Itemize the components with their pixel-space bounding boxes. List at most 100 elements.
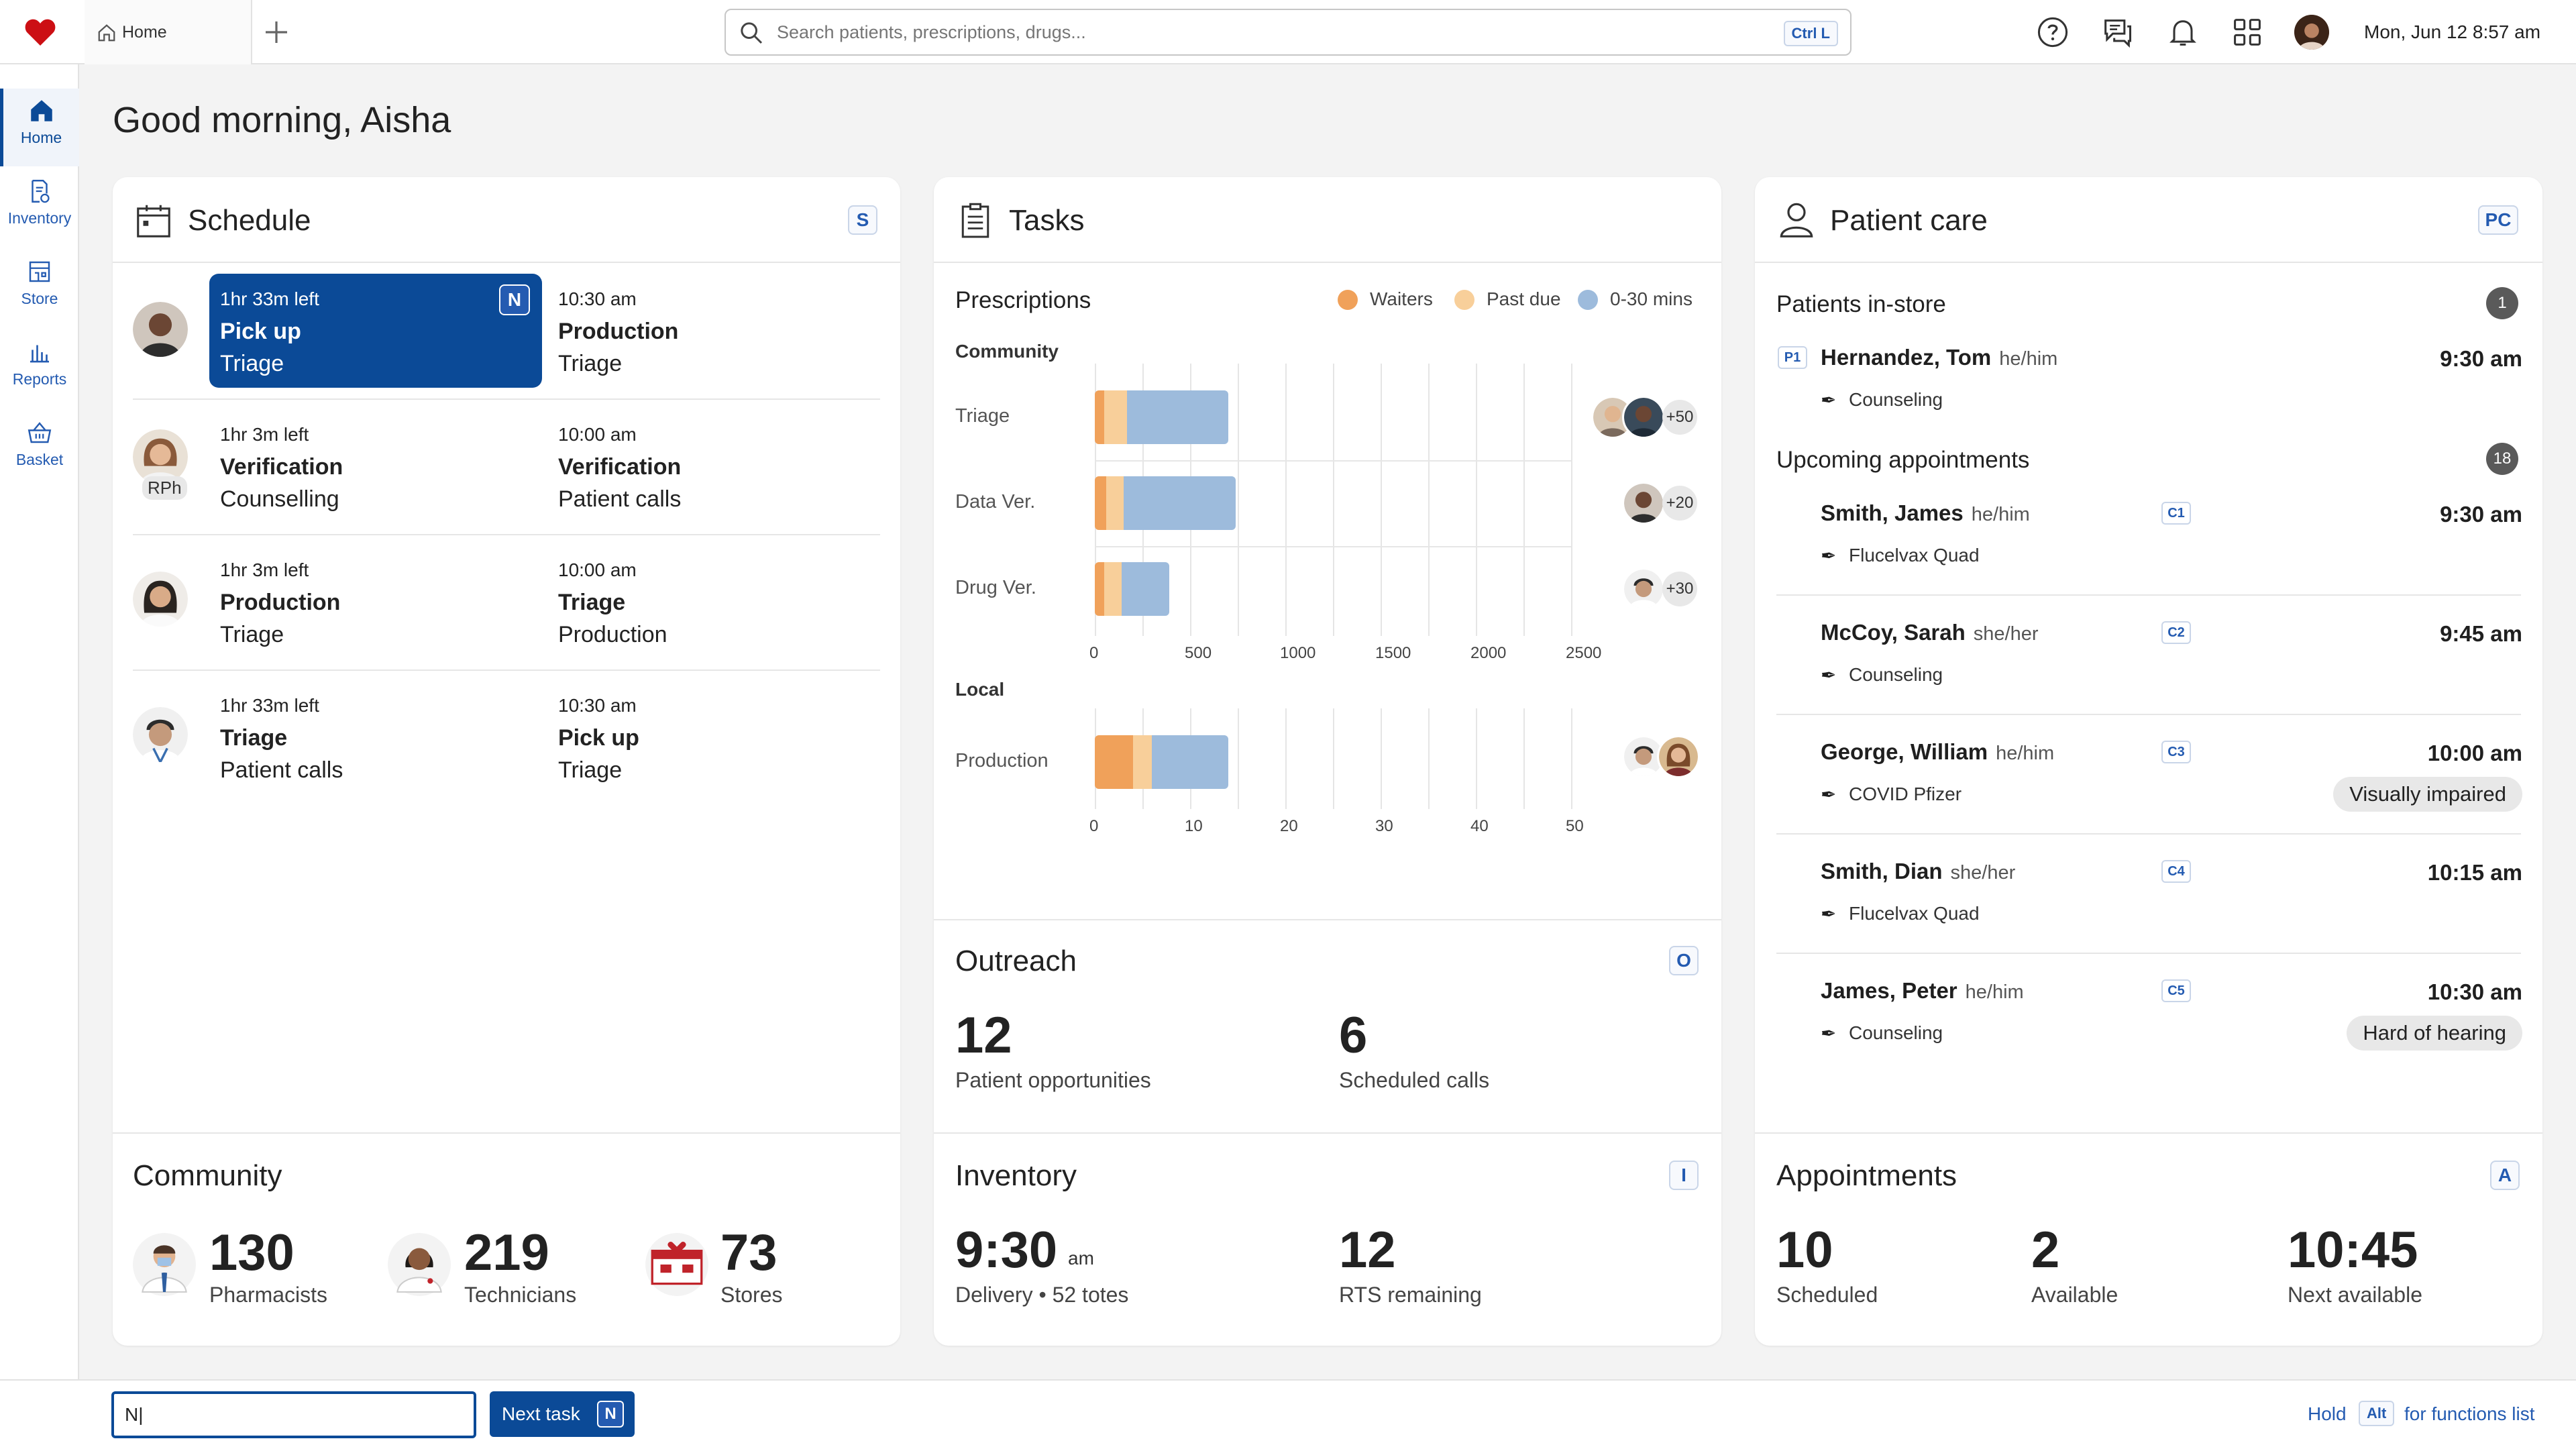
- sidebar-item-reports[interactable]: Reports: [0, 330, 79, 408]
- divider: [1776, 594, 2521, 596]
- technicians-label: Technicians: [464, 1283, 577, 1307]
- gridline: [1523, 708, 1525, 809]
- appointments-shortcut-badge[interactable]: A: [2490, 1161, 2520, 1190]
- time: 10:00 am: [558, 424, 637, 445]
- patient-time: 10:15 am: [2427, 860, 2522, 885]
- patient-care-shortcut-badge[interactable]: PC: [2478, 205, 2518, 235]
- bar-segment-waiters[interactable]: [1095, 390, 1105, 444]
- command-input[interactable]: [111, 1391, 476, 1438]
- patient-code-badge: C5: [2161, 979, 2191, 1002]
- tasks-title: Tasks: [1009, 204, 1085, 237]
- pharmacists-label: Pharmacists: [209, 1283, 328, 1307]
- gridline: [1285, 708, 1287, 809]
- bar-segment-0-30-mins[interactable]: [1123, 476, 1236, 530]
- schedule-row-3-left[interactable]: 1hr 3m left Production Triage: [220, 554, 340, 651]
- appointments-available-value: 2: [2031, 1222, 2060, 1279]
- x-tick-label: 500: [1185, 644, 1212, 662]
- notifications-bell-icon[interactable]: [2165, 15, 2200, 50]
- divider: [1755, 1132, 2542, 1134]
- x-tick-label: 20: [1280, 817, 1298, 835]
- time: 10:30 am: [558, 288, 637, 309]
- bar-segment-past-due[interactable]: [1106, 476, 1124, 530]
- divider: [1776, 953, 2521, 954]
- bar-segment-waiters[interactable]: [1095, 735, 1133, 789]
- brand-heart-icon[interactable]: [24, 17, 56, 47]
- bar-segment-past-due[interactable]: [1104, 390, 1128, 444]
- patient-name: Hernandez, Tom: [1821, 345, 1992, 370]
- community-chart-label: Community: [955, 341, 1059, 362]
- time: 10:30 am: [558, 695, 637, 716]
- x-tick-label: 0: [1089, 817, 1099, 835]
- stores-value: 73: [720, 1224, 777, 1281]
- legend-label-past-due: Past due: [1487, 288, 1561, 309]
- patient-code-badge: C1: [2161, 502, 2191, 525]
- inventory-title: Inventory: [955, 1159, 1077, 1192]
- schedule-current-task[interactable]: [209, 274, 542, 388]
- messages-icon[interactable]: [2100, 15, 2135, 50]
- divider: [934, 919, 1721, 920]
- stores-label: Stores: [720, 1283, 783, 1307]
- patient-note: Flucelvax Quad: [1849, 545, 1980, 566]
- patient-name: McCoy, Sarah: [1821, 620, 1966, 645]
- search-bar[interactable]: Ctrl L: [724, 9, 1851, 56]
- sidebar-item-inventory[interactable]: Inventory: [0, 169, 79, 247]
- divider: [934, 1132, 1721, 1134]
- schedule-shortcut-badge[interactable]: S: [848, 205, 877, 235]
- page-title: Good morning, Aisha: [113, 100, 451, 140]
- patient-pronouns: she/her: [1950, 862, 2016, 883]
- sidebar-item-label: Inventory: [7, 209, 72, 227]
- schedule-row-4-right[interactable]: 10:30 am Pick up Triage: [558, 690, 639, 786]
- inventory-shortcut-badge[interactable]: I: [1669, 1161, 1699, 1190]
- appointments-next-label: Next available: [2288, 1283, 2422, 1307]
- divider: [133, 534, 880, 535]
- apps-grid-icon[interactable]: [2230, 15, 2265, 50]
- schedule-row-2-right[interactable]: 10:00 am Verification Patient calls: [558, 419, 681, 515]
- assignee-avatar: [1657, 735, 1700, 778]
- sidebar-item-basket[interactable]: Basket: [0, 411, 79, 488]
- hold-label: Hold: [2308, 1403, 2347, 1424]
- more-assignees-badge[interactable]: +50: [1662, 400, 1697, 435]
- bar-segment-0-30-mins[interactable]: [1121, 562, 1169, 616]
- sidebar-item-home[interactable]: Home: [0, 89, 79, 166]
- x-tick-label: 2500: [1566, 644, 1602, 662]
- task-sub: Patient calls: [220, 757, 343, 783]
- functions-hint: Hold Alt for functions list: [2308, 1401, 2549, 1429]
- tab-home[interactable]: Home: [85, 0, 252, 64]
- schedule-row-3-right[interactable]: 10:00 am Triage Production: [558, 554, 667, 651]
- task-name: Verification: [220, 454, 343, 480]
- store-icon: [29, 261, 50, 282]
- bar-segment-waiters[interactable]: [1095, 476, 1107, 530]
- accessibility-chip: Visually impaired: [2333, 777, 2522, 812]
- divider: [113, 1132, 900, 1134]
- row-separator: [1095, 460, 1571, 462]
- next-task-badge: N: [499, 284, 530, 315]
- bar-segment-0-30-mins[interactable]: [1152, 735, 1228, 789]
- task-sub: Triage: [558, 757, 623, 783]
- help-icon[interactable]: [2035, 15, 2070, 50]
- bar-segment-0-30-mins[interactable]: [1127, 390, 1228, 444]
- sidebar-item-label: Store: [21, 290, 58, 307]
- category-label: Data Ver.: [955, 491, 1036, 513]
- schedule-row-2-left[interactable]: 1hr 3m left Verification Counselling: [220, 419, 343, 515]
- more-assignees-badge[interactable]: +20: [1662, 486, 1697, 521]
- patient-code-badge: C3: [2161, 741, 2191, 763]
- next-task-button[interactable]: Next task N: [490, 1391, 635, 1437]
- assignee-avatar: [1622, 735, 1665, 778]
- time: 10:00 am: [558, 559, 637, 580]
- outreach-shortcut-badge[interactable]: O: [1669, 946, 1699, 975]
- gridline: [1571, 364, 1572, 636]
- patient-pronouns: he/him: [1965, 981, 2024, 1003]
- search-input[interactable]: [777, 19, 1703, 45]
- sidebar-item-store[interactable]: Store: [0, 250, 79, 327]
- schedule-row-4-left[interactable]: 1hr 33m left Triage Patient calls: [220, 690, 343, 786]
- bar-segment-past-due[interactable]: [1104, 562, 1122, 616]
- more-assignees-badge[interactable]: +30: [1662, 572, 1697, 606]
- tasks-card: [934, 177, 1721, 1346]
- gridline: [1333, 364, 1334, 636]
- bar-segment-waiters[interactable]: [1095, 562, 1105, 616]
- gridline: [1476, 364, 1477, 636]
- appointments-available-label: Available: [2031, 1283, 2118, 1307]
- user-avatar[interactable]: [2294, 15, 2329, 50]
- bar-segment-past-due[interactable]: [1132, 735, 1152, 789]
- new-tab-button[interactable]: [260, 16, 292, 48]
